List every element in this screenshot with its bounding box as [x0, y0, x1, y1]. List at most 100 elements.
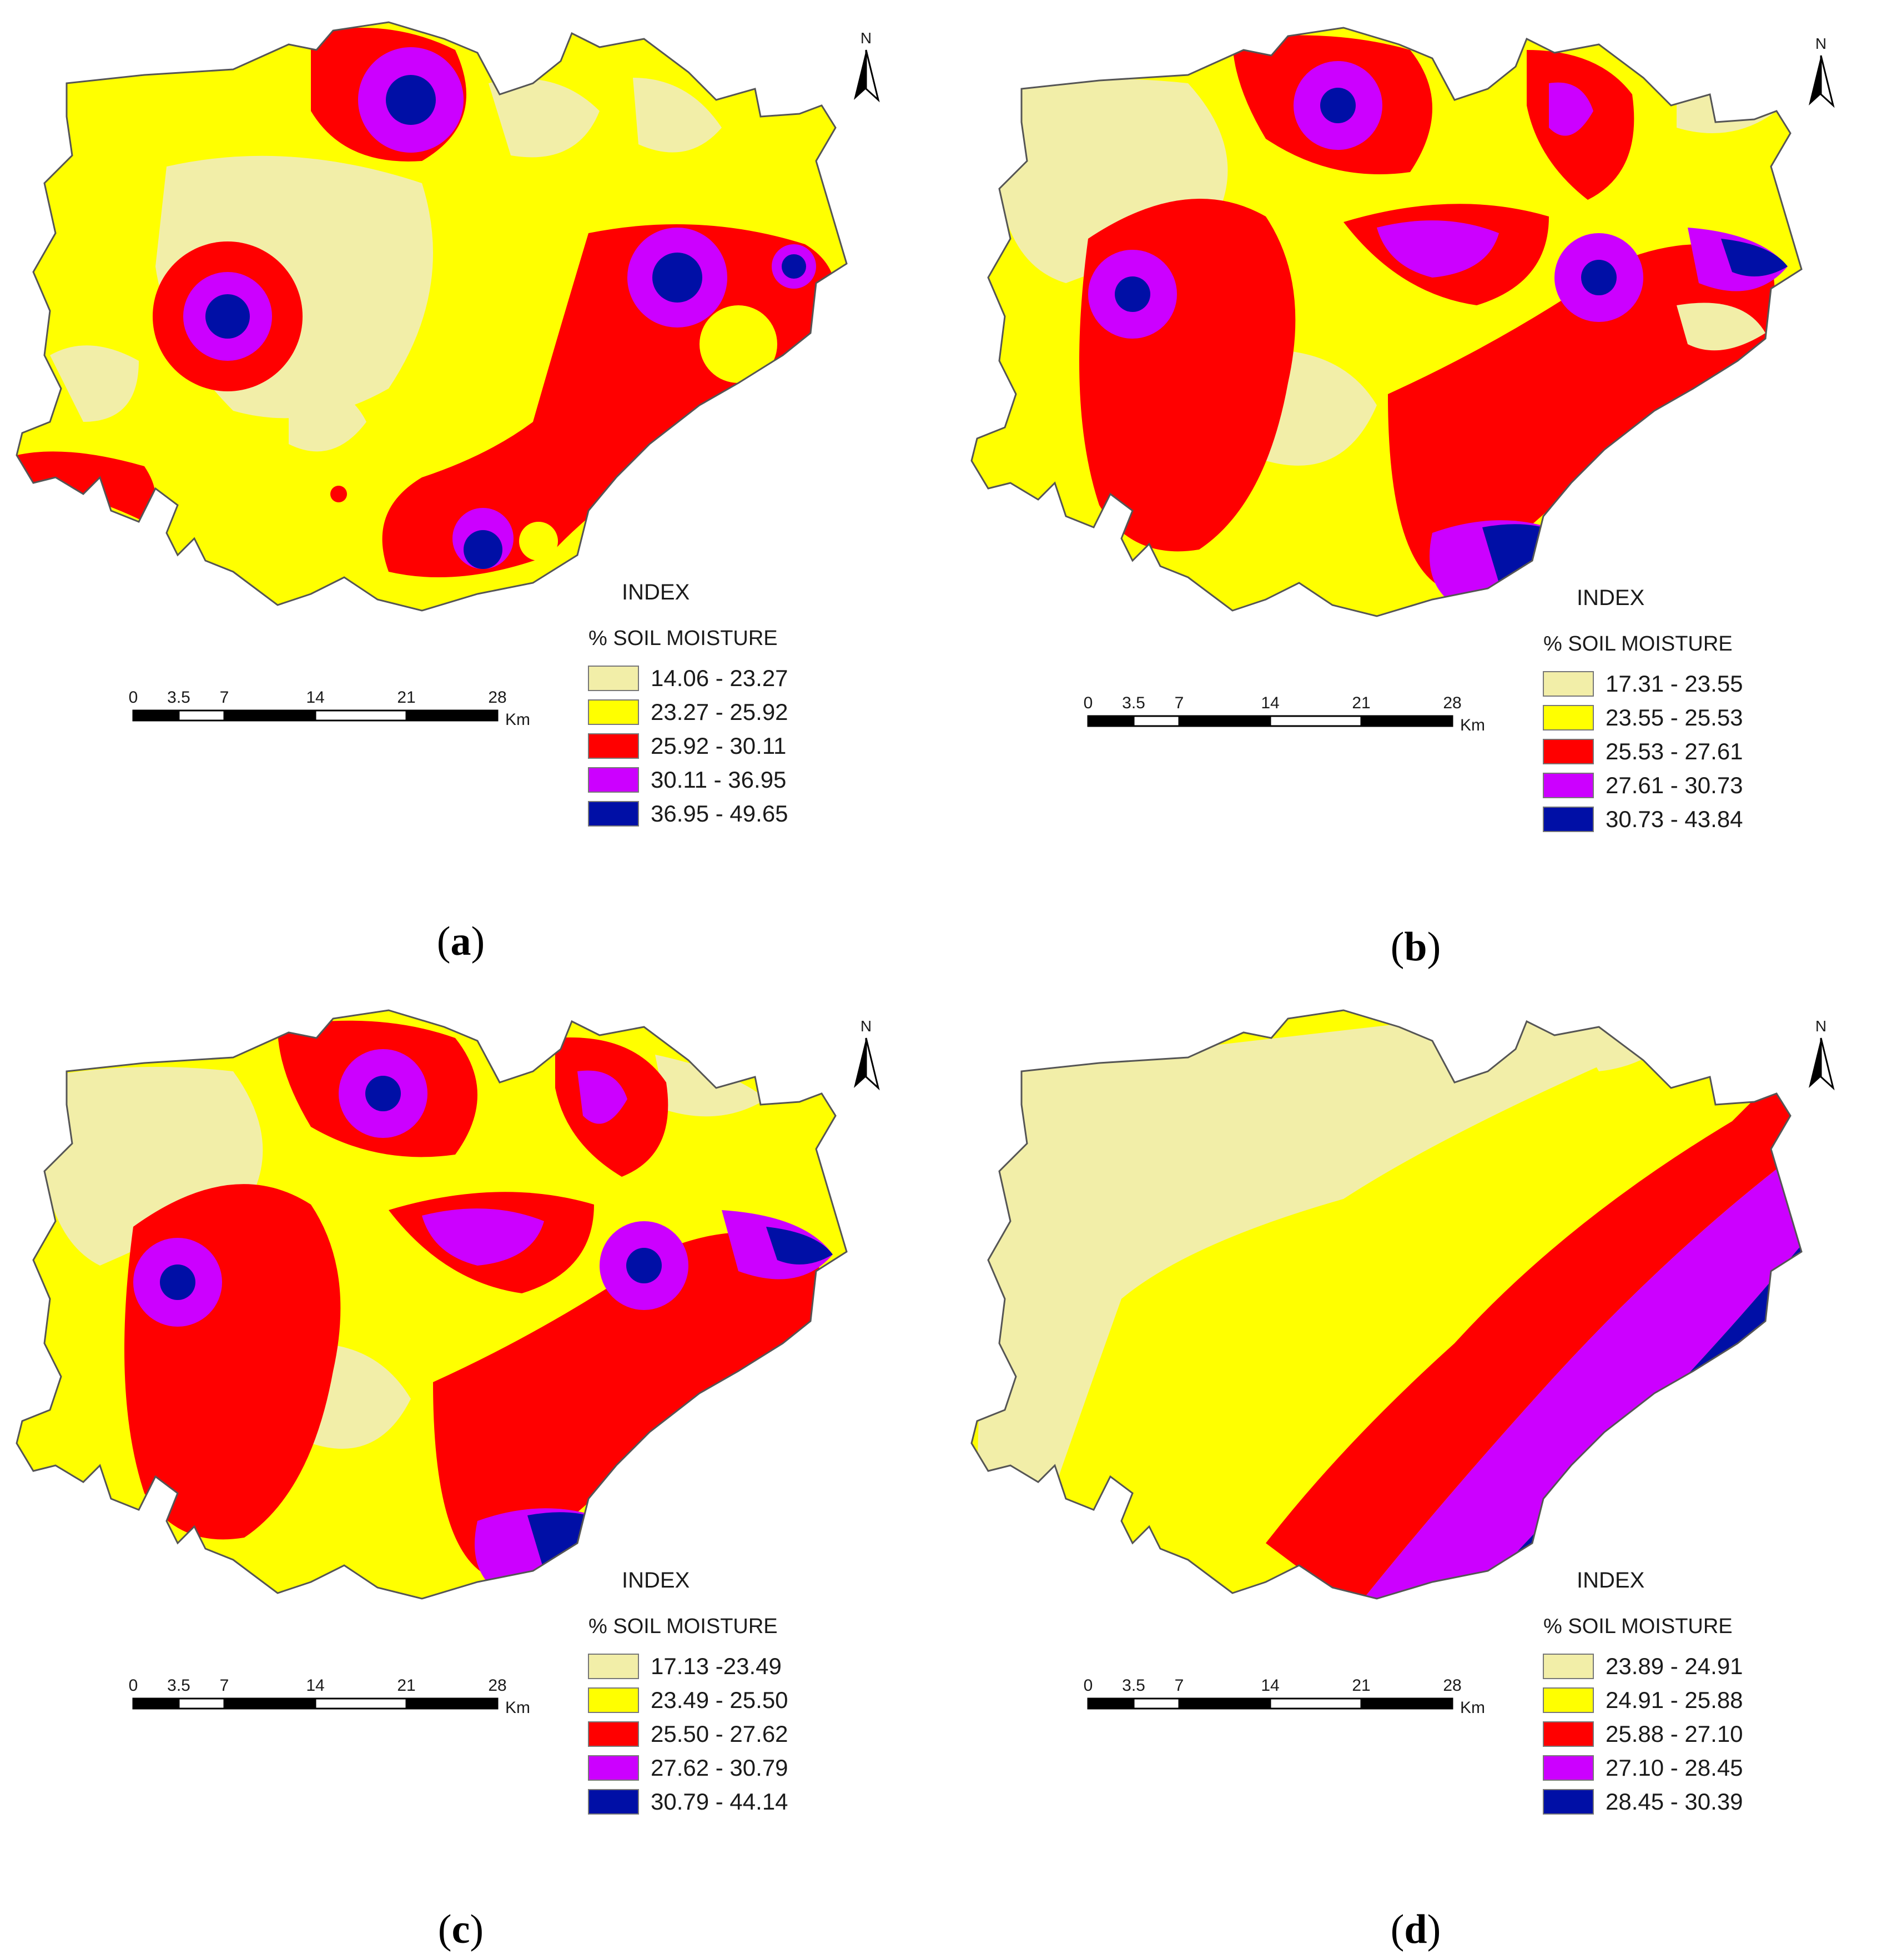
moisture-zone-class-4	[1549, 82, 1593, 136]
scale-segment	[1178, 1697, 1271, 1710]
scale-segment	[1360, 715, 1453, 727]
scale-segment	[132, 709, 180, 722]
caption-letter: d	[1404, 1907, 1427, 1952]
caption-open: (	[1391, 1907, 1405, 1952]
scale-bar-d: 0 3.5 7 14 21 28 Km	[1084, 1676, 1485, 1717]
legend-swatch-class-3	[588, 1721, 639, 1747]
caption-open: (	[438, 1907, 452, 1952]
moisture-zone-class-1	[50, 345, 139, 422]
legend-item-label: 17.13 -23.49	[651, 1653, 782, 1679]
legend-item-label: 25.50 - 27.62	[651, 1721, 788, 1747]
legend-swatch-class-1	[1543, 1654, 1594, 1679]
moisture-zone-class-1	[44, 1067, 263, 1266]
legend-swatch-class-3	[1543, 739, 1594, 764]
moisture-zone-class-4	[1355, 1143, 1802, 1599]
legend-item-label: 30.73 - 43.84	[1606, 806, 1743, 832]
caption-open: (	[437, 919, 451, 964]
legend-swatch-class-3	[1543, 1721, 1594, 1747]
maps-layer: N 0 3.5 7 14 21 28 Km INDEX % SOIL MOISTURE 14.06 …	[16, 21, 1835, 1815]
legend-swatch-class-1	[588, 1654, 639, 1679]
map-surface-a	[17, 22, 847, 611]
legend-item-label: 25.53 - 27.61	[1606, 738, 1743, 764]
scale-tick-label: 21	[397, 1676, 415, 1695]
north-label: N	[861, 1017, 872, 1035]
scale-unit: Km	[505, 711, 530, 729]
moisture-zone-class-5	[1721, 239, 1788, 276]
legend-item-label: 27.62 - 30.79	[651, 1755, 788, 1781]
scale-tick-label: 7	[220, 1676, 229, 1695]
map-panel-b: N 0 3.5 7 14 21 28 Km INDEX % SOIL MOISTURE 17.31 …	[970, 27, 1835, 832]
legend-swatch-class-1	[1543, 671, 1594, 697]
region-boundary	[16, 21, 848, 612]
caption-close: )	[470, 1907, 484, 1952]
moisture-zone-class-3	[1266, 1055, 1802, 1599]
caption-close: )	[471, 919, 485, 964]
scale-tick-label: 21	[1352, 1676, 1370, 1695]
caption-open: (	[1391, 924, 1405, 970]
legend-item-label: 24.91 - 25.88	[1606, 1687, 1743, 1713]
legend-item-label: 23.55 - 25.53	[1606, 704, 1743, 730]
scale-segment	[1269, 1697, 1362, 1710]
legend-title: % SOIL MOISTURE	[1543, 1615, 1733, 1638]
map-panel-c: N 0 3.5 7 14 21 28 Km INDEX % SOIL MOISTURE 17.13 …	[16, 1009, 880, 1815]
moisture-zone-class-1	[489, 78, 600, 158]
legend-item-label: 25.88 - 27.10	[1606, 1721, 1743, 1747]
moisture-zone-class-1	[633, 78, 722, 153]
moisture-zone-class-5	[1482, 524, 1577, 583]
moisture-zone-class-3	[17, 451, 155, 522]
scale-segment	[1178, 715, 1271, 727]
north-arrow-icon: N	[1809, 1017, 1835, 1091]
annotations-layer: (a) (b)(c) (d)	[437, 919, 1441, 1952]
moisture-zone-class-2	[700, 305, 777, 383]
legend-swatch-class-4	[1543, 773, 1594, 798]
map-surface-b	[972, 28, 1802, 616]
moisture-zone-class-1	[655, 1055, 766, 1117]
scale-segment	[405, 1697, 499, 1710]
scale-segment	[1269, 715, 1362, 727]
scale-tick-label: 28	[1443, 694, 1461, 712]
scale-unit: Km	[505, 1699, 530, 1717]
map-panel-a: N 0 3.5 7 14 21 28 Km INDEX % SOIL MOISTURE 14.06 …	[16, 21, 880, 827]
moisture-zone-class-4	[1377, 220, 1499, 278]
legend-swatch-class-5	[588, 801, 639, 827]
scale-segment	[1133, 715, 1180, 727]
moisture-zone-class-1	[311, 1343, 411, 1449]
caption-letter: a	[451, 919, 471, 964]
scale-unit: Km	[1460, 1699, 1485, 1717]
moisture-zone-class-1	[977, 1010, 1677, 1488]
scale-tick-label: 0	[1084, 1676, 1093, 1695]
map-base-zone	[17, 22, 847, 611]
legend-d: INDEX % SOIL MOISTURE 23.89 - 24.91 24.91 -…	[1543, 1568, 1743, 1815]
moisture-zone-class-2	[1055, 1032, 1799, 1588]
scale-tick-label: 0	[129, 1676, 138, 1695]
legend-item-label: 27.61 - 30.73	[1606, 772, 1743, 798]
caption-letter: c	[452, 1907, 470, 1952]
scale-tick-label: 21	[1352, 694, 1370, 712]
north-label: N	[1815, 35, 1826, 52]
region-boundary	[16, 1009, 848, 1600]
scale-tick-label: 28	[1443, 1676, 1461, 1695]
moisture-zone-class-5	[766, 1227, 833, 1264]
moisture-zone-class-1	[289, 386, 366, 452]
moisture-zone-class-4	[422, 1208, 544, 1266]
legend-item-label: 23.89 - 24.91	[1606, 1653, 1743, 1679]
caption-b: (b)	[1391, 924, 1441, 970]
legend-item-label: 23.49 - 25.50	[651, 1687, 788, 1713]
moisture-zone-class-5	[1320, 88, 1356, 123]
scale-tick-label: 3.5	[1122, 694, 1145, 712]
scale-segment	[1087, 1697, 1135, 1710]
legend-item-label: 30.79 - 44.14	[651, 1788, 788, 1815]
legend-item-label: 17.31 - 23.55	[1606, 671, 1743, 697]
moisture-zone-class-3	[433, 1232, 820, 1576]
scale-segment	[1133, 1697, 1180, 1710]
caption-a: (a)	[437, 919, 485, 964]
legend-swatch-class-3	[588, 733, 639, 759]
legend-swatch-class-5	[1543, 807, 1594, 832]
north-label: N	[861, 29, 872, 47]
north-arrow-icon: N	[854, 1017, 880, 1091]
moisture-zone-class-5	[1581, 260, 1617, 295]
legend-swatch-class-5	[588, 1789, 639, 1815]
legend-index-title: INDEX	[622, 1568, 690, 1593]
legend-item-label: 14.06 - 23.27	[651, 665, 788, 691]
scale-segment	[405, 709, 499, 722]
